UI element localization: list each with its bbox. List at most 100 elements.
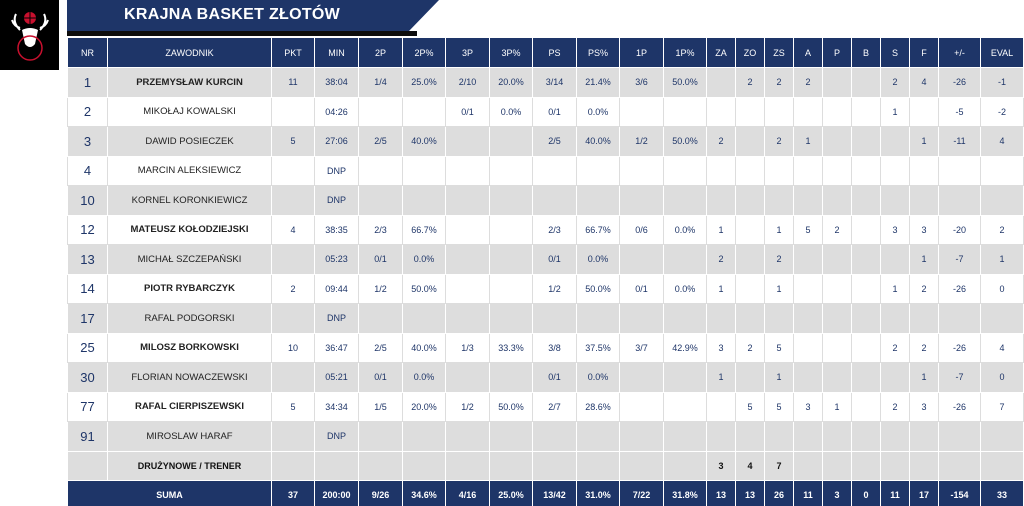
stat-cell-p2: 1/5 xyxy=(358,391,403,422)
stat-cell-p3p xyxy=(489,126,533,157)
stat-cell-p1p: 50.0% xyxy=(663,67,707,98)
stat-cell-p3p xyxy=(489,185,533,216)
stat-cell-s xyxy=(880,185,910,216)
stat-cell-za: 2 xyxy=(706,244,736,275)
player-number: 12 xyxy=(67,214,108,245)
column-header: B xyxy=(851,37,881,68)
stat-cell-f: 1 xyxy=(909,362,939,393)
stat-cell-min: DNP xyxy=(314,303,359,334)
stat-cell-f: 2 xyxy=(909,273,939,304)
stat-cell-p1 xyxy=(619,391,664,422)
stat-cell-zo xyxy=(735,273,765,304)
stat-cell-s: 2 xyxy=(880,391,910,422)
stat-cell-ps xyxy=(532,303,577,334)
stat-cell-p2 xyxy=(358,421,403,452)
stat-cell-a: 1 xyxy=(793,126,823,157)
stat-cell-pm xyxy=(938,155,981,186)
stat-cell-za xyxy=(706,421,736,452)
stat-cell-a: 2 xyxy=(793,67,823,98)
stat-cell-b xyxy=(851,214,881,245)
stat-cell-p1 xyxy=(619,244,664,275)
stat-cell-pm: -26 xyxy=(938,391,981,422)
stat-cell-a: 5 xyxy=(793,214,823,245)
stat-cell-s xyxy=(880,126,910,157)
stat-cell-a xyxy=(793,303,823,334)
stat-cell-p xyxy=(822,67,852,98)
stat-cell-zs xyxy=(764,155,794,186)
stat-cell-p1p xyxy=(663,96,707,127)
stat-cell-f xyxy=(909,185,939,216)
team-logo xyxy=(0,0,59,70)
stat-cell-ps: 3/8 xyxy=(532,332,577,363)
stat-cell-pkt: 10 xyxy=(271,332,315,363)
table-row: 25 MILOSZ BORKOWSKI 10 36:47 2/5 40.0% 1/3 33.3… xyxy=(67,332,1024,363)
stat-cell-zo xyxy=(735,96,765,127)
player-name: MIROSLAW HARAF xyxy=(107,421,272,452)
column-header: +/- xyxy=(938,37,981,68)
stat-cell-min: DNP xyxy=(314,155,359,186)
stat-cell-s: 2 xyxy=(880,67,910,98)
stat-cell-min: 05:21 xyxy=(314,362,359,393)
stat-cell-pm xyxy=(938,303,981,334)
stat-cell-zs: 2 xyxy=(764,67,794,98)
stat-cell-p3p xyxy=(489,362,533,393)
sum-cell-pm: -154 xyxy=(938,480,981,506)
stat-cell-a xyxy=(793,332,823,363)
stat-cell-pm: -7 xyxy=(938,362,981,393)
stat-cell-zo: 2 xyxy=(735,332,765,363)
sum-cell-zs: 26 xyxy=(764,480,794,506)
stat-cell-p2: 1/4 xyxy=(358,67,403,98)
player-name: RAFAL PODGORSKI xyxy=(107,303,272,334)
table-row: 2 MIKOŁAJ KOWALSKI 04:26 0/1 0.0% 0/1 0.0% 1 -5-… xyxy=(67,96,1024,127)
stat-cell-p1 xyxy=(619,303,664,334)
table-row: 10 KORNEL KORONKIEWICZ DNP xyxy=(67,185,1024,216)
stat-cell-pkt xyxy=(271,244,315,275)
stat-cell-psp: 0.0% xyxy=(576,362,620,393)
stat-cell-ps: 2/3 xyxy=(532,214,577,245)
column-header: MIN xyxy=(314,37,359,68)
stat-cell-ps xyxy=(532,185,577,216)
column-header: ZS xyxy=(764,37,794,68)
stat-cell-zs xyxy=(764,303,794,334)
stat-cell-p3: 2/10 xyxy=(445,67,490,98)
stat-cell-p1p xyxy=(663,303,707,334)
stat-cell-p xyxy=(822,155,852,186)
stat-cell-p2p: 50.0% xyxy=(402,273,446,304)
stat-cell-za: 2 xyxy=(706,126,736,157)
stat-cell-p1 xyxy=(619,185,664,216)
stat-cell-zs: 5 xyxy=(764,391,794,422)
stat-cell-p xyxy=(822,332,852,363)
stat-cell-pkt: 5 xyxy=(271,126,315,157)
stat-cell-min: 38:35 xyxy=(314,214,359,245)
team-cell-p2 xyxy=(358,450,403,481)
sum-cell-p3: 4/16 xyxy=(445,480,490,506)
stat-cell-za: 3 xyxy=(706,332,736,363)
stat-cell-pkt: 5 xyxy=(271,391,315,422)
stat-cell-p3p xyxy=(489,273,533,304)
stat-cell-p3 xyxy=(445,126,490,157)
stat-cell-p xyxy=(822,362,852,393)
table-row: 12 MATEUSZ KOŁODZIEJSKI 4 38:35 2/3 66.7% 2/3 6… xyxy=(67,214,1024,245)
table-row: 30 FLORIAN NOWACZEWSKI 05:21 0/1 0.0% 0/1 0.0%… xyxy=(67,362,1024,393)
stat-cell-pm: -7 xyxy=(938,244,981,275)
header-row: NR ZAWODNIK PKT MIN 2P 2P% 3P 3P% PS PS% 1P 1P% ZA ZO… xyxy=(67,37,1024,68)
stat-cell-p2p: 40.0% xyxy=(402,332,446,363)
stat-cell-p2p: 0.0% xyxy=(402,362,446,393)
stat-cell-p3p: 20.0% xyxy=(489,67,533,98)
stat-cell-s xyxy=(880,362,910,393)
stat-cell-min: 38:04 xyxy=(314,67,359,98)
team-cell-p3 xyxy=(445,450,490,481)
stat-cell-psp: 40.0% xyxy=(576,126,620,157)
column-header: S xyxy=(880,37,910,68)
page-title: KRAJNA BASKET ZŁOTÓW xyxy=(124,6,341,23)
team-cell-p2p xyxy=(402,450,446,481)
stat-cell-ps: 3/14 xyxy=(532,67,577,98)
stat-cell-zo: 2 xyxy=(735,67,765,98)
stat-cell-p3 xyxy=(445,155,490,186)
stat-cell-p2: 0/1 xyxy=(358,362,403,393)
stat-cell-f xyxy=(909,303,939,334)
player-number: 17 xyxy=(67,303,108,334)
stat-cell-p xyxy=(822,244,852,275)
stat-cell-psp: 50.0% xyxy=(576,273,620,304)
stat-cell-p2p: 40.0% xyxy=(402,126,446,157)
